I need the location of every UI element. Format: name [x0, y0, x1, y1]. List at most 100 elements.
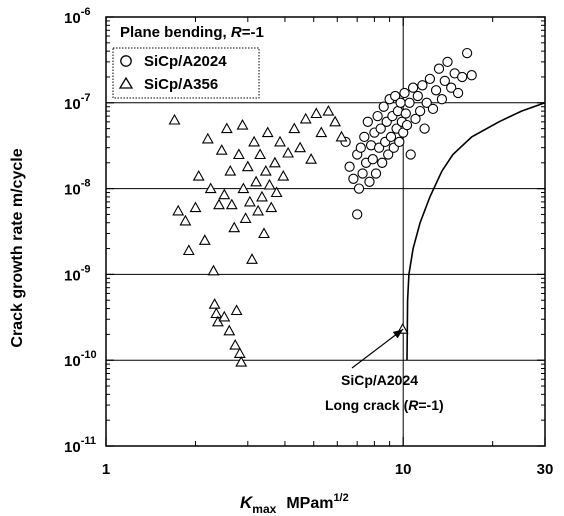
- data-point-sicp-a356: [268, 156, 281, 168]
- y-tick-label: 10-11: [64, 435, 96, 456]
- data-point-sicp-a2024: [452, 87, 464, 99]
- legend-label-sicp-a2024: SiCp/A2024: [144, 53, 227, 70]
- data-point-sicp-a356: [232, 148, 245, 160]
- data-point-sicp-a2024: [430, 85, 442, 96]
- data-point-sicp-a2024: [461, 47, 473, 59]
- data-point-sicp-a356: [243, 195, 256, 207]
- data-point-sicp-a356: [218, 310, 231, 322]
- data-point-sicp-a356: [230, 304, 243, 316]
- data-point-sicp-a356: [172, 204, 185, 216]
- data-point-sicp-a2024: [457, 71, 468, 83]
- data-point-sicp-a356: [315, 126, 328, 138]
- data-point-sicp-a2024: [399, 87, 410, 99]
- data-point-sicp-a2024: [405, 149, 416, 160]
- data-point-sicp-a356: [294, 141, 307, 153]
- data-point-sicp-a356: [224, 164, 237, 176]
- data-point-sicp-a356: [229, 338, 242, 350]
- data-point-sicp-a356: [288, 122, 301, 134]
- legend-triangle-marker: [118, 76, 134, 89]
- data-point-sicp-a2024: [370, 168, 382, 179]
- data-point-sicp-a2024: [466, 70, 477, 81]
- x-tick-label: 1: [102, 461, 110, 478]
- annotation-line-2: Long crack (R=-1): [325, 397, 444, 413]
- long-crack-annotation: SiCp/A2024 Long crack (R=-1): [325, 328, 444, 413]
- data-point-sicp-a356: [305, 153, 318, 164]
- long-crack-curve: [406, 102, 546, 361]
- data-point-sicp-a356: [182, 244, 195, 256]
- data-point-sicp-a356: [208, 298, 221, 309]
- data-point-sicp-a2024: [344, 161, 355, 172]
- data-point-sicp-a2024: [359, 131, 370, 143]
- data-point-sicp-a2024: [395, 97, 406, 108]
- data-point-sicp-a356: [204, 182, 217, 194]
- data-point-sicp-a356: [248, 135, 261, 147]
- data-point-sicp-a2024: [375, 123, 386, 134]
- y-axis-label: Crack growth rate m/cycle: [9, 148, 26, 347]
- legend-box: [112, 47, 260, 99]
- data-point-sicp-a356: [277, 169, 290, 181]
- data-point-sicp-a2024: [427, 103, 439, 115]
- data-point-sicp-a356: [282, 146, 295, 158]
- data-point-sicp-a2024: [377, 157, 388, 168]
- x-axis-label: Kmax MPam1/2: [240, 492, 349, 516]
- data-point-sicp-a2024: [353, 183, 365, 194]
- legend-circle-marker: [120, 55, 132, 67]
- data-point-sicp-a2024: [364, 176, 375, 187]
- y-tick-label: 10-9: [64, 263, 90, 284]
- data-point-sicp-a356: [218, 188, 231, 200]
- x-tick-label: 10: [395, 461, 412, 478]
- data-point-sicp-a356: [201, 132, 214, 144]
- data-point-sicp-a356: [250, 175, 263, 187]
- data-point-sicp-a2024: [372, 110, 383, 122]
- legend-title: Plane bending, R=-1: [120, 24, 264, 41]
- data-point-sicp-a2024: [355, 142, 366, 153]
- data-point-sicp-a2024: [410, 113, 421, 125]
- data-point-sicp-a356: [261, 126, 274, 138]
- data-point-sicp-a2024: [412, 90, 423, 102]
- data-point-sicp-a2024: [357, 168, 368, 179]
- data-point-sicp-a356: [252, 204, 265, 216]
- data-point-sicp-a2024: [378, 101, 389, 112]
- x-axis-ticks: 1 10 30: [102, 17, 553, 478]
- data-point-sicp-a356: [254, 148, 267, 160]
- data-point-sicp-a356: [263, 178, 276, 190]
- data-point-sicp-a2024: [390, 90, 401, 102]
- data-point-sicp-a2024: [404, 97, 415, 108]
- data-point-sicp-a2024: [433, 63, 445, 74]
- data-point-sicp-a356: [258, 227, 270, 239]
- data-point-sicp-a356: [215, 144, 228, 155]
- data-point-sicp-a356: [239, 212, 252, 223]
- data-point-sicp-a2024: [439, 75, 450, 87]
- data-point-sicp-a2024: [414, 105, 426, 117]
- data-point-sicp-a356: [310, 107, 323, 119]
- data-point-sicp-a356: [233, 347, 246, 358]
- y-tick-label: 10-8: [64, 178, 90, 199]
- data-point-sicp-a356: [322, 104, 335, 116]
- data-point-sicp-a356: [168, 113, 181, 125]
- y-tick-label: 10-6: [64, 6, 90, 27]
- data-point-sicp-a356: [259, 164, 272, 176]
- plot-frame: [105, 16, 546, 447]
- data-point-sicp-a2024: [394, 136, 405, 148]
- data-point-sicp-a356: [256, 190, 268, 202]
- data-point-sicp-a356: [299, 112, 312, 124]
- data-point-sicp-a356: [274, 135, 286, 147]
- data-point-sicp-a356: [241, 160, 254, 172]
- data-point-sicp-a2024: [424, 73, 436, 85]
- data-point-sicp-a356: [210, 307, 223, 319]
- annotation-arrowhead: [392, 329, 404, 339]
- data-point-sicp-a2024: [436, 94, 448, 105]
- data-point-sicp-a2024: [417, 80, 428, 91]
- data-point-sicp-a2024: [400, 108, 411, 119]
- data-point-sicp-a356: [265, 201, 278, 213]
- data-point-sicp-a2024: [421, 97, 432, 108]
- data-point-sicp-a356: [228, 221, 241, 233]
- data-point-sicp-a356: [189, 201, 202, 213]
- data-point-sicp-a356: [236, 118, 249, 130]
- data-point-sicp-a2024: [362, 116, 373, 127]
- annotation-arrow-line: [351, 328, 404, 369]
- y-axis-ticks: 10-11 10-10 10-9 10-8 10-7 10-6: [64, 6, 545, 456]
- data-point-sicp-a356: [198, 234, 211, 245]
- plot-series: [168, 47, 546, 367]
